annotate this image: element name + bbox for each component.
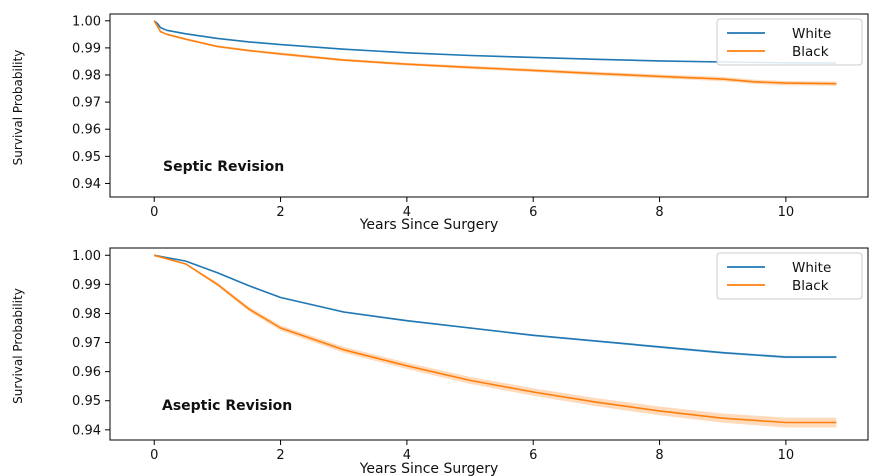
- series-line-white: [153, 20, 837, 64]
- plot-frame: [109, 13, 869, 198]
- x-tick-label: 0: [150, 205, 158, 220]
- x-tick-label: 8: [655, 448, 663, 463]
- y-tick-label: 0.94: [72, 423, 101, 438]
- y-tick-label: 0.97: [72, 336, 101, 351]
- panel-annotation: Septic Revision: [163, 159, 284, 175]
- y-tick-label: 0.95: [72, 394, 101, 409]
- y-tick-label: 0.94: [72, 177, 101, 192]
- y-tick-label: 0.98: [72, 307, 101, 322]
- x-tick-label: 0: [150, 448, 158, 463]
- y-axis-label: Survival Probability: [11, 50, 25, 166]
- series-line-black: [153, 20, 837, 85]
- y-tick-label: 0.96: [72, 123, 101, 138]
- x-tick-label: 4: [403, 205, 411, 220]
- y-tick-label: 0.98: [72, 69, 101, 84]
- legend: White Black: [716, 18, 863, 66]
- x-tick-label: 2: [276, 448, 284, 463]
- y-tick-label: 0.99: [72, 41, 101, 56]
- series-line-black: [153, 254, 837, 424]
- x-tick-label: 6: [529, 205, 537, 220]
- y-tick-label: 0.95: [72, 150, 101, 165]
- legend: White Black: [716, 252, 863, 300]
- y-tick-label: 0.96: [72, 365, 101, 380]
- y-tick-label: 1.00: [72, 249, 101, 264]
- x-tick-label: 6: [529, 448, 537, 463]
- legend-label-white: White: [792, 26, 831, 42]
- legend-label-black: Black: [792, 278, 829, 294]
- x-tick-label: 10: [778, 448, 795, 463]
- x-axis-label: Years Since Surgery: [359, 217, 499, 233]
- y-tick-label: 0.99: [72, 278, 101, 293]
- x-axis-label: Years Since Surgery: [359, 461, 499, 476]
- legend-label-white: White: [792, 260, 831, 276]
- chart-panel-2: 0.94 0.95 0.96 0.97 0.98 0.99 1.00 0 2 4 6 8 10 Years…: [11, 247, 869, 476]
- x-tick-label: 2: [276, 205, 284, 220]
- chart-panel-1: 0.94 0.95 0.96 0.97 0.98 0.99 1.00 0 2 4 6 8 10 Years…: [11, 13, 869, 233]
- legend-label-black: Black: [792, 44, 829, 60]
- y-tick-label: 1.00: [72, 14, 101, 29]
- legend-box: [716, 252, 863, 300]
- x-tick-label: 10: [778, 205, 795, 220]
- x-tick-label: 8: [655, 205, 663, 220]
- series-line-white: [154, 254, 837, 358]
- y-tick-label: 0.97: [72, 96, 101, 111]
- y-axis-label: Survival Probability: [11, 288, 25, 404]
- legend-box: [716, 18, 863, 66]
- panel-annotation: Aseptic Revision: [162, 398, 292, 414]
- plot-frame: [109, 247, 869, 441]
- x-tick-label: 4: [403, 448, 411, 463]
